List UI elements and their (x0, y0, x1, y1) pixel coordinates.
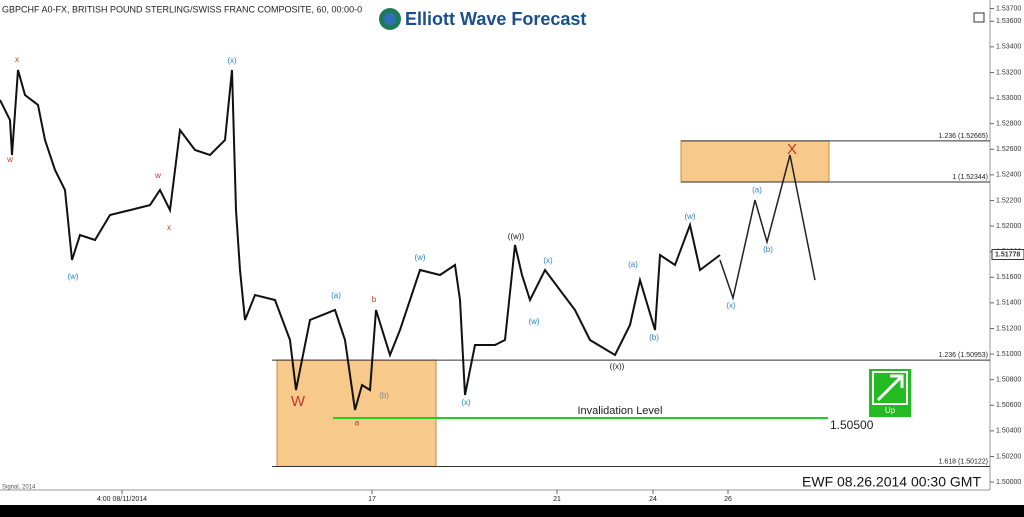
level-value: 1.50500 (830, 418, 874, 432)
wave-label: (b) (763, 245, 773, 254)
y-tick-label: 1.53600 (996, 18, 1021, 25)
wave-label: x (15, 55, 19, 64)
y-tick-label: 1.50200 (996, 453, 1021, 460)
target-zone (680, 140, 830, 183)
window-button[interactable] (973, 12, 985, 23)
up-icon-arrow (876, 374, 904, 402)
logo-bg (376, 4, 596, 32)
wave-label: (x) (543, 256, 553, 265)
wave-label: (a) (331, 291, 341, 300)
wave-label: (a) (628, 260, 638, 269)
y-tick-label: 1.50400 (996, 428, 1021, 435)
level-label: 1.618 (1.50122) (939, 458, 988, 465)
y-tick-label: 1.51200 (996, 325, 1021, 332)
last-price-box (991, 248, 1024, 260)
background (0, 0, 1024, 505)
wave-label: (w) (684, 212, 695, 221)
wave-label: (b) (379, 391, 389, 400)
level-label: 1.236 (1.52665) (939, 133, 988, 140)
projection-line (719, 154, 816, 301)
y-tick-label: 1.52000 (996, 223, 1021, 230)
x-axis-strip (0, 492, 990, 504)
last-price-label: 1.51778 (995, 251, 1020, 258)
logo: Elliott Wave Forecast (376, 4, 596, 32)
up-label[interactable]: Up (885, 406, 896, 415)
y-tick-label: 1.52400 (996, 172, 1021, 179)
wave-label: (w) (414, 253, 425, 262)
level-label: Invalidation Level (577, 405, 662, 417)
level-label: 1 (1.52344) (952, 174, 988, 181)
x-tick-label: 21 (553, 496, 561, 503)
chart-title: GBPCHF A0-FX, BRITISH POUND STERLING/SWI… (2, 4, 362, 14)
wave-label: (x) (227, 56, 237, 65)
wave-label: a (355, 418, 360, 427)
wave-label: b (372, 295, 377, 304)
wave-label: (w) (67, 272, 78, 281)
wave-label: w (6, 155, 13, 164)
y-tick-label: 1.53400 (996, 44, 1021, 51)
price-line (0, 69, 721, 411)
wave-label: w (154, 171, 161, 180)
y-tick-label: 1.51000 (996, 351, 1021, 358)
source-note: Signal, 2014 (2, 485, 36, 491)
x-tick-label: 17 (368, 496, 376, 503)
wave-label: (b) (649, 333, 659, 342)
wave-label: (a) (752, 185, 762, 194)
wave-label: X (787, 141, 797, 158)
wave-label: W (291, 393, 306, 410)
logo-text: Elliott Wave Forecast (405, 9, 586, 29)
wave-label: (w) (528, 317, 539, 326)
y-tick-label: 1.50800 (996, 377, 1021, 384)
wave-label: ((w)) (508, 232, 525, 241)
y-tick-label: 1.51600 (996, 274, 1021, 281)
footer: EWF 08.26.2014 00:30 GMT (802, 474, 981, 490)
up-button[interactable]: Up (869, 369, 911, 417)
y-tick-label: 1.50000 (996, 479, 1021, 486)
y-tick-label: 1.52800 (996, 120, 1021, 127)
x-tick-label: 4:00 08/11/2014 (97, 496, 147, 503)
x-tick-label: 24 (649, 496, 657, 503)
wave-label: ((x)) (610, 362, 625, 371)
y-tick-label: 1.52200 (996, 197, 1021, 204)
wave-label: (x) (726, 301, 736, 310)
up-icon-frame (872, 371, 908, 405)
x-tick-label: 26 (724, 496, 732, 503)
target-zone (276, 359, 437, 467)
wave-label: (x) (461, 398, 471, 407)
y-tick-label: 1.50600 (996, 402, 1021, 409)
y-tick-label: 1.53200 (996, 69, 1021, 76)
wave-label: x (167, 223, 171, 232)
y-tick-label: 1.53700 (996, 5, 1021, 12)
y-tick-label: 1.51400 (996, 300, 1021, 307)
logo-icon (384, 13, 396, 25)
y-tick-label: 1.52600 (996, 146, 1021, 153)
level-label: 1.236 (1.50953) (939, 352, 988, 359)
y-tick-label: 1.53000 (996, 95, 1021, 102)
